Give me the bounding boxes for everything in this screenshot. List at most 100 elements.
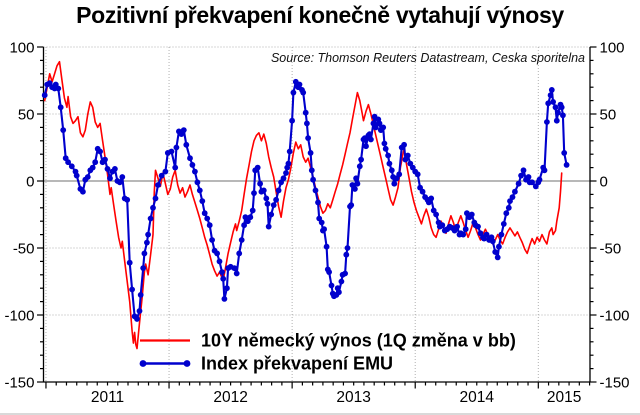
data-point-marker — [328, 282, 335, 289]
data-point-marker — [260, 187, 267, 194]
data-point-marker — [155, 182, 161, 188]
data-point-marker — [192, 168, 198, 175]
data-point-marker — [68, 163, 75, 170]
y-tick-label-left: -100 — [4, 308, 34, 325]
data-point-marker — [336, 289, 342, 296]
data-point-marker — [172, 164, 179, 171]
data-point-marker — [41, 92, 48, 99]
data-point-marker — [304, 120, 310, 127]
data-point-marker — [468, 211, 475, 218]
data-point-marker — [310, 176, 316, 183]
data-point-marker — [162, 168, 169, 175]
data-point-marker — [183, 141, 190, 148]
data-point-marker — [381, 140, 388, 147]
data-point-marker — [65, 159, 71, 166]
data-point-marker — [366, 131, 373, 138]
data-point-marker — [55, 85, 62, 92]
data-point-marker — [89, 164, 96, 171]
data-point-marker — [84, 174, 91, 180]
data-point-marker — [550, 99, 556, 105]
data-point-marker — [57, 104, 64, 111]
data-point-marker — [419, 188, 426, 195]
data-point-marker — [116, 179, 123, 186]
red-series-line — [43, 60, 563, 350]
data-point-marker — [254, 164, 261, 171]
data-point-marker — [475, 223, 481, 230]
y-tick-label-left: 50 — [18, 107, 35, 124]
data-point-marker — [391, 180, 398, 187]
data-point-marker — [547, 92, 554, 99]
data-point-marker — [112, 166, 118, 172]
data-point-marker — [338, 278, 345, 285]
data-point-marker — [462, 226, 469, 233]
data-point-marker — [353, 175, 359, 182]
data-point-marker — [204, 215, 211, 222]
data-point-marker — [270, 202, 277, 209]
data-point-marker — [268, 211, 275, 218]
data-point-marker — [548, 87, 555, 93]
data-point-marker — [315, 199, 321, 206]
y-tick-label-right: -150 — [600, 375, 630, 392]
data-point-marker — [344, 245, 351, 251]
data-point-marker — [136, 308, 143, 314]
data-point-marker — [439, 222, 446, 229]
source-note: Source: Thomson Reuters Datastream, Cesk… — [271, 51, 585, 65]
data-point-marker — [509, 194, 516, 201]
y-tick-label-left: 0 — [26, 174, 34, 191]
data-point-marker — [60, 127, 67, 133]
x-tick-label: 2012 — [213, 389, 247, 406]
data-point-marker — [219, 269, 225, 275]
data-point-marker — [144, 239, 150, 246]
gridlines — [43, 46, 590, 382]
data-point-marker — [520, 167, 527, 174]
data-point-marker — [555, 109, 561, 116]
data-point-marker — [433, 211, 439, 218]
data-point-marker — [263, 195, 270, 202]
y-tick-label-left: -150 — [4, 375, 34, 392]
data-point-marker — [152, 195, 159, 202]
data-point-marker — [265, 223, 272, 230]
data-point-marker — [382, 145, 389, 152]
y-tick-label-right: 50 — [600, 107, 617, 124]
legend: 10Y německý výnos (1Q změna v bb) Index … — [139, 331, 516, 374]
data-point-marker — [404, 152, 411, 159]
data-point-marker — [460, 231, 467, 238]
data-point-marker — [343, 251, 350, 258]
x-tick-label: 2011 — [91, 389, 124, 406]
data-point-marker — [396, 171, 403, 178]
data-point-marker — [97, 148, 103, 155]
data-point-marker — [289, 117, 295, 124]
data-point-marker — [189, 162, 196, 168]
axes — [37, 46, 597, 389]
data-point-marker — [505, 204, 512, 211]
data-point-marker — [536, 176, 543, 183]
data-point-marker — [216, 258, 223, 265]
data-point-marker — [428, 195, 435, 202]
data-point-marker — [492, 249, 499, 255]
data-point-marker — [199, 198, 206, 205]
data-point-marker — [552, 104, 559, 111]
y-tick-label-left: -50 — [13, 241, 35, 258]
data-point-marker — [124, 196, 131, 203]
data-point-marker — [73, 172, 80, 179]
x-tick-label: 2014 — [460, 389, 495, 406]
data-point-marker — [280, 175, 287, 182]
data-point-marker — [201, 210, 208, 217]
x-tick-label: 2015 — [547, 389, 581, 406]
data-point-marker — [302, 109, 309, 116]
data-point-marker — [342, 270, 348, 277]
data-point-marker — [134, 316, 140, 322]
data-point-marker — [368, 136, 374, 143]
y-tick-label-right: 0 — [600, 174, 608, 191]
data-point-marker — [275, 187, 282, 194]
data-point-marker — [414, 171, 421, 178]
data-point-marker — [352, 186, 358, 192]
data-point-marker — [326, 269, 332, 275]
data-point-marker — [563, 162, 570, 168]
data-point-marker — [300, 89, 307, 96]
data-point-marker — [150, 204, 156, 211]
data-point-marker — [498, 231, 505, 238]
data-point-marker — [308, 167, 315, 174]
data-point-marker — [518, 172, 524, 179]
data-point-marker — [104, 166, 111, 172]
